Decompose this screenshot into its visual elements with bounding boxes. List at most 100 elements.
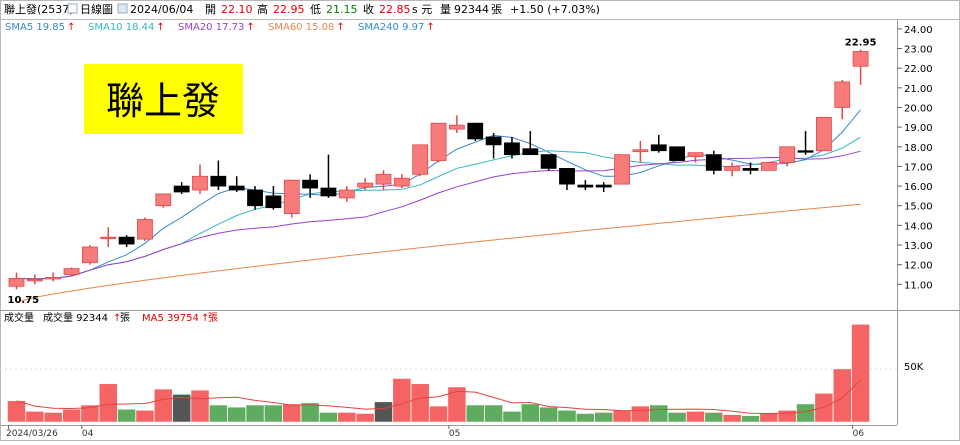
volume-bar (245, 404, 265, 423)
volume-ma-label: MA5 39754 (142, 313, 199, 324)
volume-bar (264, 404, 283, 423)
volume-bar (117, 409, 136, 423)
candle-body (375, 173, 392, 185)
volume-panel-value: 成交量 92344 (43, 311, 108, 324)
candle-body (283, 179, 300, 214)
volume-bars (0, 324, 897, 423)
candle-body (192, 175, 208, 191)
price-tick-label: 23.00 (904, 45, 933, 56)
candle-body (650, 144, 667, 152)
volume-bar (484, 404, 503, 423)
candle-body (834, 81, 851, 108)
ma-legend-arrow: ↑ (246, 22, 254, 33)
ma-legend-arrow: ↑ (336, 22, 344, 33)
high-value: 22.95 (273, 3, 305, 16)
high-annotation: 22.95 (845, 38, 877, 49)
price-tick-label: 11.00 (904, 280, 933, 291)
volume-bar (43, 412, 63, 423)
calendar-icon[interactable] (67, 3, 78, 14)
candle-body (118, 236, 135, 245)
candle-body (687, 152, 704, 158)
price-tick-label: 20.00 (904, 103, 933, 114)
price-tick-label: 16.00 (904, 182, 933, 193)
volume-bar (190, 389, 210, 423)
candle-body (228, 185, 245, 191)
candle-body (760, 162, 777, 171)
candle-body (632, 149, 649, 153)
volume-bar (172, 394, 191, 423)
volume-bar (355, 413, 375, 423)
time-axis: 2024/03/26 04 05 06 (6, 425, 864, 439)
candle-body (137, 219, 153, 240)
candle-body (26, 279, 43, 282)
volume-bar (851, 324, 870, 423)
stock-name-text: 聯上發 (106, 79, 220, 123)
volume-ma5-line (16, 379, 861, 415)
low-annotation: 10.75 (8, 295, 40, 306)
open-label: 開 (205, 3, 216, 16)
price-tick-label: 24.00 (904, 25, 933, 36)
volume-up-arrow: ↑ (113, 313, 121, 324)
date-label: 2024/06/04 (130, 3, 193, 16)
volume-bar (649, 404, 668, 423)
candle-body (338, 189, 355, 199)
volume-bar (576, 413, 595, 423)
close-label: 收 (363, 2, 374, 16)
volume-panel-label: 成交量 (4, 311, 34, 324)
volume-ma-unit: 張 (208, 312, 218, 324)
price-tick-label: 15.00 (904, 202, 933, 213)
volume-bar (796, 403, 815, 423)
unit-label: s 元 (412, 3, 432, 16)
candle-body (467, 122, 484, 140)
volume-bar (374, 401, 393, 423)
volume-bar (777, 410, 797, 423)
candle-body (448, 124, 465, 130)
volume-bar (337, 412, 357, 423)
volume-bar (631, 405, 650, 423)
stock-title: 聯上發(2537) (4, 2, 74, 16)
candle-body (320, 187, 337, 197)
price-tick-label: 14.00 (904, 221, 933, 232)
ma-legend-arrow: ↑ (156, 22, 164, 33)
volume-bar (466, 404, 485, 423)
ma-legend-item: SMA240 9.97 (358, 22, 424, 33)
candle-body (430, 122, 447, 161)
date-picker-icon[interactable] (117, 3, 128, 14)
period-label[interactable]: 日線圖 (80, 2, 113, 16)
stock-name-box (84, 64, 243, 134)
volume-bar (319, 412, 338, 423)
candle-body (8, 278, 25, 287)
candle-body (797, 150, 814, 153)
volume-bar (594, 412, 613, 423)
ma-legend-item: SMA10 18.44 (88, 22, 154, 33)
candle-body (100, 236, 117, 240)
sma60-line (16, 203, 861, 303)
candle-body (173, 185, 190, 193)
volume-bar (557, 410, 577, 423)
ma-legend-item: SMA5 19.85 (5, 22, 65, 33)
candle-body (779, 146, 796, 163)
volume-bar (7, 400, 26, 423)
time-tick-label: 04 (82, 429, 94, 439)
volume-bar (209, 404, 228, 423)
candle-body (595, 184, 612, 188)
volume-bar (300, 402, 320, 423)
high-label: 高 (257, 2, 268, 16)
volume-bar (447, 386, 467, 423)
open-value: 22.10 (221, 3, 253, 16)
volume-bar (282, 403, 301, 423)
volume-unit: 張 (491, 3, 502, 16)
volume-ma-arrow: ↑ (201, 313, 209, 324)
price-tick-label: 12.00 (904, 261, 933, 272)
candle-body (485, 136, 502, 146)
candle-body (155, 193, 172, 207)
volume-bar (410, 383, 430, 423)
candle-body (742, 167, 759, 171)
volume-bar (704, 412, 724, 423)
volume-header: 成交量 成交量 92344 ↑ 張 MA5 39754 ↑ 張 (4, 311, 218, 324)
volume-bar (99, 383, 118, 423)
volume-bar (25, 411, 45, 423)
volume-bar (154, 388, 173, 423)
